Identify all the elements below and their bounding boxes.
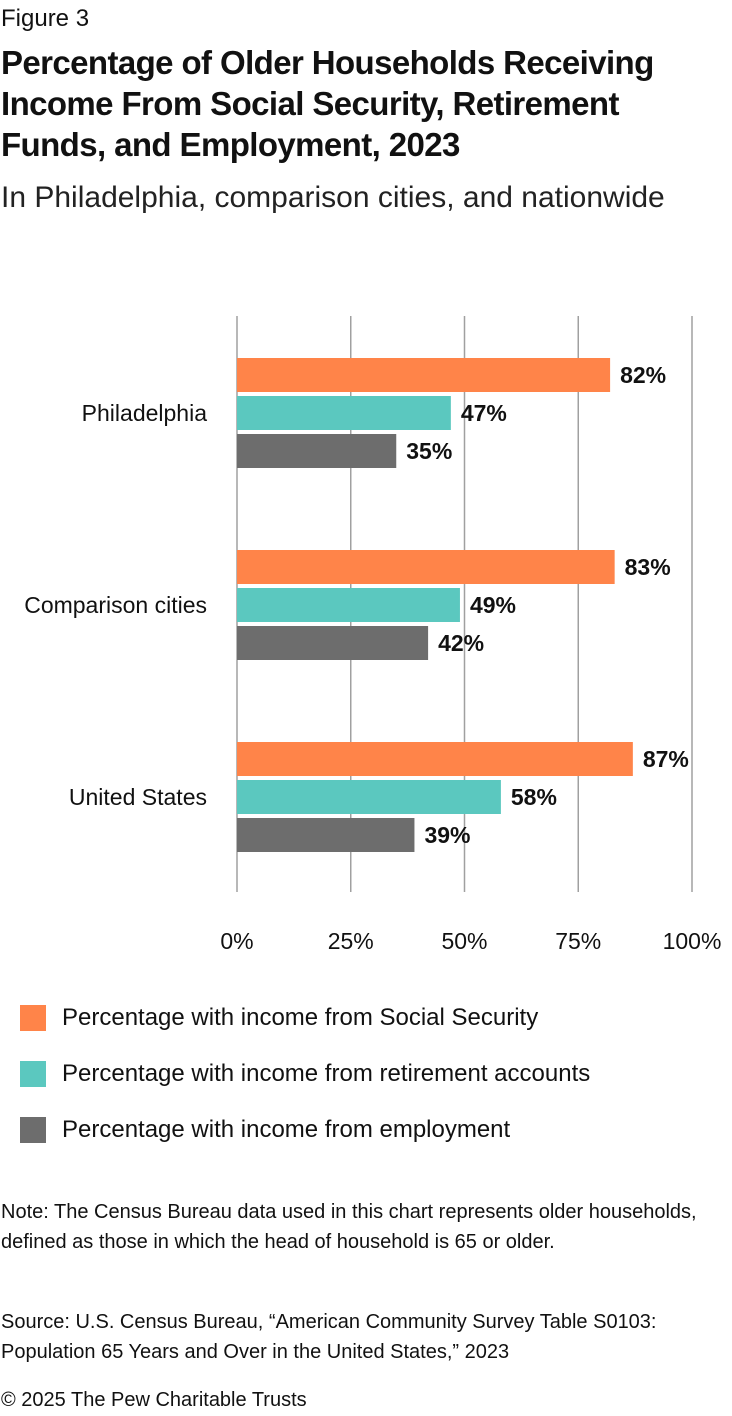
data-label: 58% [511, 784, 557, 810]
x-tick-label: 25% [328, 928, 374, 954]
data-label: 42% [438, 630, 484, 656]
legend-swatch-retirement [20, 1061, 46, 1087]
legend-label-social-security: Percentage with income from Social Secur… [62, 1004, 539, 1031]
legend-item-social-security: Percentage with income from Social Secur… [20, 990, 730, 1046]
data-label: 35% [406, 438, 452, 464]
legend: Percentage with income from Social Secur… [20, 990, 730, 1158]
bar [237, 742, 633, 776]
data-label: 49% [470, 592, 516, 618]
data-label: 39% [424, 822, 470, 848]
x-tick-label: 100% [663, 928, 722, 954]
bar [237, 434, 397, 468]
chart-note: Note: The Census Bureau data used in thi… [1, 1201, 697, 1253]
chart-title: Percentage of Older Households Receiving… [1, 44, 654, 163]
category-label: Philadelphia [82, 400, 208, 426]
bar [237, 396, 451, 430]
data-label: 47% [461, 400, 507, 426]
legend-label-retirement: Percentage with income from retirement a… [62, 1060, 591, 1087]
legend-swatch-social-security [20, 1005, 46, 1031]
legend-item-employment: Percentage with income from employment [20, 1102, 730, 1158]
legend-swatch-employment [20, 1117, 46, 1143]
data-label: 83% [625, 554, 671, 580]
bar [237, 550, 615, 584]
legend-item-retirement: Percentage with income from retirement a… [20, 1046, 730, 1102]
chart-subtitle: In Philadelphia, comparison cities, and … [1, 181, 665, 214]
data-label: 82% [620, 362, 666, 388]
category-label: Comparison cities [24, 592, 207, 618]
bar [237, 358, 611, 392]
x-tick-label: 0% [220, 928, 253, 954]
bar [237, 818, 415, 852]
copyright: © 2025 The Pew Charitable Trusts [1, 1389, 307, 1411]
bar-chart: 0% 25% 50% 75% 100% Philadelphia 82% 47% 35% Comp… [24, 316, 722, 954]
figure-label: Figure 3 [1, 5, 90, 32]
legend-label-employment: Percentage with income from employment [62, 1116, 511, 1143]
bar [237, 626, 429, 660]
category-label: United States [69, 784, 207, 810]
chart-source: Source: U.S. Census Bureau, “American Co… [1, 1311, 657, 1363]
data-label: 87% [643, 746, 689, 772]
bar [237, 780, 501, 814]
bar [237, 588, 460, 622]
x-tick-label: 50% [441, 928, 487, 954]
x-tick-label: 75% [555, 928, 601, 954]
